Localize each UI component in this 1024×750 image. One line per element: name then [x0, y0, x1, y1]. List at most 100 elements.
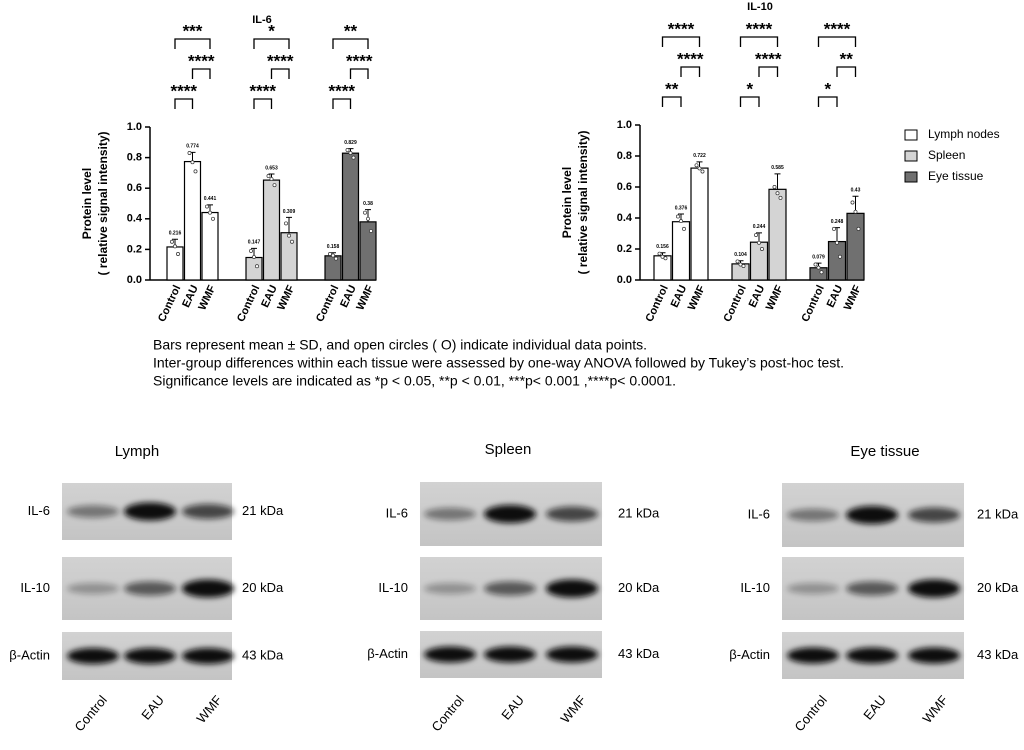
bar	[653, 255, 672, 281]
significance-label: ****	[746, 19, 773, 38]
blot-protein: IL-10	[378, 580, 408, 595]
blot-band	[182, 504, 234, 519]
data-point	[663, 256, 668, 261]
significance-label: ****	[755, 49, 782, 68]
blot-band	[546, 506, 598, 522]
data-point	[832, 226, 836, 231]
bar	[846, 212, 865, 281]
significance-bracket	[758, 66, 779, 77]
significance-bracket	[174, 38, 211, 49]
x-tick-label: Control	[799, 283, 826, 324]
y-tick-label: 0.0	[617, 274, 632, 286]
x-tick-label: WMF	[686, 283, 708, 312]
significance-bracket	[270, 68, 290, 79]
data-point	[290, 239, 294, 244]
data-point	[190, 160, 195, 165]
data-point	[351, 155, 356, 160]
data-point	[328, 252, 332, 256]
value-label: 0.43	[851, 188, 861, 194]
significance-bracket	[661, 96, 682, 107]
bar	[280, 232, 298, 281]
significance-bracket	[817, 96, 838, 107]
x-tick-label: WMF	[196, 283, 218, 312]
significance-label: **	[344, 21, 358, 40]
legend-label: Eye tissue	[928, 169, 984, 183]
data-point	[813, 262, 818, 267]
legend-label: Lymph nodes	[928, 127, 1000, 141]
blot-band	[908, 507, 960, 523]
y-tick-label: 0.4	[617, 212, 633, 224]
data-point	[287, 233, 291, 238]
chart-title: IL-10	[747, 1, 773, 13]
value-label: 0.104	[734, 252, 747, 258]
error-bar	[774, 173, 781, 190]
y-tick-label: 0.0	[127, 274, 142, 286]
blot-band	[424, 507, 476, 521]
y-tick-label: 1.0	[127, 121, 142, 133]
significance-label: *	[824, 79, 831, 98]
lane-label: WMF	[193, 692, 224, 725]
blot-band	[546, 646, 598, 663]
value-label: 0.216	[169, 231, 182, 237]
blot-band	[67, 583, 119, 594]
significance-bracket	[191, 68, 211, 79]
blot-band	[124, 502, 176, 521]
data-point	[363, 210, 367, 215]
blot-band	[787, 508, 839, 522]
blot-band	[846, 506, 898, 524]
blot-protein: IL-10	[20, 580, 50, 595]
blot-size: 21 kDa	[242, 503, 284, 518]
lane-label: EAU	[860, 692, 889, 722]
blot-protein: β-Actin	[9, 647, 50, 662]
y-tick-label: 0.4	[127, 213, 143, 225]
significance-bracket	[739, 96, 760, 107]
data-point	[778, 195, 783, 200]
significance-label: ****	[250, 81, 277, 100]
blot-band	[182, 579, 234, 598]
bar	[183, 160, 202, 281]
x-tick-label: Control	[643, 283, 670, 324]
blot-band	[424, 646, 476, 663]
blot-size: 21 kDa	[618, 505, 660, 520]
y-axis-label: ( relative signal intensity)	[576, 130, 590, 274]
y-axis-label: ( relative signal intensity)	[96, 131, 110, 275]
data-point	[757, 240, 761, 245]
blot-panel: Eye tissue IL-6 21 kDa IL-10 20 kDa β-Actin 43…	[729, 443, 1019, 734]
significance-bracket	[332, 38, 369, 49]
data-point	[266, 174, 271, 178]
y-tick-label: 0.6	[617, 181, 632, 193]
x-tick-label: WMF	[842, 283, 864, 312]
x-tick-label: WMF	[275, 283, 297, 312]
value-label: 0.248	[831, 219, 844, 225]
data-point	[284, 221, 288, 226]
chart-title: IL-6	[252, 14, 272, 26]
lane-label: WMF	[557, 692, 588, 725]
significance-bracket	[253, 38, 290, 49]
blot-size: 20 kDa	[977, 580, 1019, 595]
data-point	[173, 244, 177, 249]
lane-label: Control	[791, 692, 830, 734]
data-point	[366, 216, 370, 221]
value-label: 0.156	[656, 244, 669, 250]
blot-band	[124, 648, 176, 664]
blot-band	[484, 505, 536, 523]
data-point	[850, 200, 855, 205]
x-tick-label: Control	[721, 283, 748, 324]
bar	[324, 255, 342, 281]
blot-size: 43 kDa	[977, 647, 1019, 662]
significance-label: ****	[329, 81, 356, 100]
y-tick-label: 0.6	[127, 182, 142, 194]
x-tick-label: WMF	[354, 283, 376, 312]
bar	[201, 211, 219, 281]
bar	[768, 188, 787, 281]
blot-title: Lymph	[115, 443, 159, 460]
blot-band	[787, 583, 839, 594]
data-point	[760, 247, 764, 251]
data-point	[835, 240, 839, 245]
significance-label: ****	[346, 51, 373, 70]
data-point	[176, 252, 180, 256]
value-label: 0.309	[283, 209, 296, 215]
bar	[262, 179, 281, 281]
data-point	[700, 169, 705, 174]
